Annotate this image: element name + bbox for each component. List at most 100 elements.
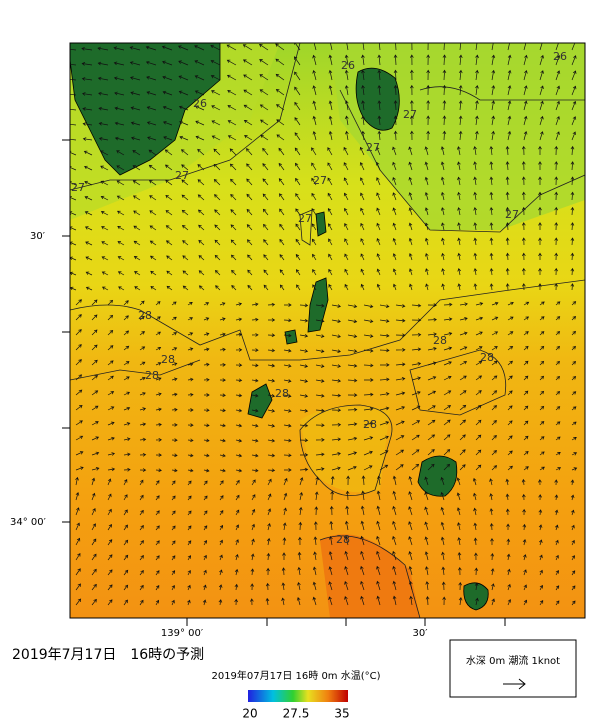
current-arrow	[299, 438, 309, 443]
current-arrow	[376, 238, 381, 246]
current-arrow	[377, 115, 382, 126]
current-arrow	[427, 376, 437, 381]
current-arrow	[117, 241, 125, 246]
current-arrow	[194, 90, 205, 96]
current-arrow	[165, 179, 173, 186]
current-arrow	[295, 238, 301, 246]
current-arrow	[235, 317, 243, 322]
current-arrow	[347, 363, 358, 368]
current-arrow	[275, 73, 285, 81]
current-arrow	[475, 85, 479, 96]
contour-label: 28	[275, 387, 289, 400]
current-arrow	[491, 465, 498, 471]
current-arrow	[424, 491, 429, 501]
current-arrow	[359, 146, 365, 156]
current-arrow	[507, 360, 513, 366]
current-arrow	[139, 331, 145, 336]
current-arrow	[171, 555, 176, 561]
current-arrow	[360, 253, 365, 261]
current-arrow	[379, 392, 390, 396]
current-arrow	[267, 508, 272, 516]
current-arrow	[343, 162, 349, 171]
current-arrow	[521, 145, 526, 156]
current-arrow	[279, 269, 285, 276]
current-arrow	[243, 119, 253, 126]
contour-label: 28	[480, 351, 494, 364]
current-arrow	[571, 509, 575, 516]
current-arrow	[203, 347, 210, 352]
current-arrow	[392, 176, 397, 186]
current-arrow	[219, 495, 224, 501]
current-arrow	[393, 100, 398, 111]
current-arrow	[311, 208, 317, 216]
current-arrow	[179, 120, 189, 126]
map-area	[70, 43, 585, 618]
current-arrow	[294, 71, 301, 81]
current-arrow	[312, 130, 317, 141]
current-arrow	[283, 477, 288, 486]
current-arrow	[171, 480, 176, 486]
current-arrow	[246, 208, 253, 216]
current-arrow	[491, 390, 498, 396]
current-arrow	[473, 176, 477, 186]
current-arrow	[456, 492, 461, 501]
current-arrow	[443, 419, 451, 426]
current-arrow	[491, 69, 496, 81]
current-arrow	[283, 492, 288, 501]
current-arrow	[187, 377, 194, 382]
current-arrow	[393, 54, 398, 66]
current-arrow	[443, 43, 445, 51]
current-arrow	[507, 316, 514, 321]
current-arrow	[219, 363, 226, 367]
current-arrow	[539, 43, 545, 51]
current-arrow	[294, 117, 301, 126]
current-arrow	[343, 177, 349, 186]
current-arrow	[392, 222, 397, 231]
current-arrow	[281, 582, 286, 591]
current-arrow	[311, 147, 317, 156]
lon-label: 30′	[413, 628, 429, 639]
current-arrow	[311, 162, 317, 171]
current-arrow	[251, 468, 259, 473]
current-arrow	[555, 391, 561, 396]
current-arrow	[523, 599, 528, 606]
current-arrow	[312, 70, 317, 81]
current-arrow	[539, 554, 543, 561]
current-arrow	[331, 408, 342, 413]
current-arrow	[459, 419, 466, 426]
current-arrow	[360, 520, 365, 531]
current-arrow	[235, 378, 243, 383]
current-arrow	[195, 135, 205, 141]
current-arrow	[539, 131, 544, 141]
current-arrow	[116, 195, 125, 201]
current-arrow	[475, 597, 479, 606]
current-arrow	[571, 524, 575, 531]
current-arrow	[425, 283, 429, 291]
current-arrow	[443, 390, 452, 396]
current-arrow	[538, 252, 542, 260]
current-arrow	[282, 537, 287, 546]
current-arrow	[458, 115, 463, 126]
current-arrow	[523, 115, 528, 126]
current-arrow	[491, 85, 496, 96]
current-arrow	[555, 85, 561, 96]
current-arrow	[411, 303, 422, 308]
current-arrow	[491, 331, 499, 336]
current-arrow	[440, 536, 445, 546]
current-arrow	[458, 84, 463, 96]
current-arrow	[505, 191, 510, 201]
current-arrow	[408, 146, 413, 156]
current-arrow	[171, 570, 176, 576]
current-arrow	[507, 405, 513, 411]
current-arrow	[505, 267, 510, 276]
current-arrow	[235, 524, 240, 531]
current-arrow	[203, 569, 207, 576]
current-arrow	[331, 349, 341, 353]
current-arrow	[491, 346, 498, 351]
current-arrow	[347, 422, 358, 427]
current-arrow	[75, 476, 79, 486]
current-arrow	[70, 108, 77, 111]
current-arrow	[443, 302, 453, 307]
contour-label: 27	[366, 141, 380, 154]
current-arrow	[263, 223, 269, 231]
